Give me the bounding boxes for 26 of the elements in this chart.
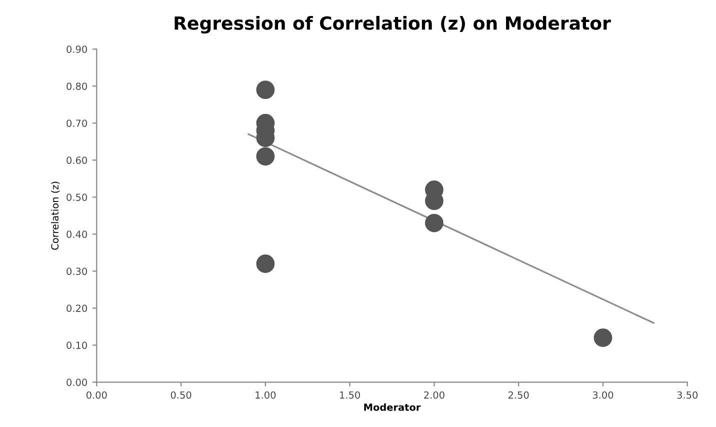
y-tick-label: 0.70 xyxy=(66,120,87,127)
x-tick-label: 1.50 xyxy=(340,391,360,399)
point xyxy=(425,214,444,232)
y-tick-label: 0.30 xyxy=(66,268,87,275)
x-tick-label: 2.50 xyxy=(508,391,529,399)
point xyxy=(594,328,612,347)
y-tick-label: 0.60 xyxy=(66,156,87,164)
x-tick-label: 0.00 xyxy=(86,391,107,399)
x-tick-label: 0.50 xyxy=(170,391,192,399)
x-axis-title: Moderator xyxy=(364,403,421,411)
y-tick-label: 0.50 xyxy=(66,194,87,201)
y-tick-label: 0.00 xyxy=(66,378,87,386)
point xyxy=(256,147,275,166)
y-tick-label: 0.20 xyxy=(66,304,87,312)
y-tick-label: 0.40 xyxy=(66,230,87,238)
y-tick-label: 0.80 xyxy=(66,82,87,90)
chart-title: Regression of Correlation (z) on Moderator xyxy=(174,16,611,34)
x-tick-label: 3.50 xyxy=(677,391,698,399)
x-tick-label: 3.00 xyxy=(592,391,614,399)
x-tick-label: 1.00 xyxy=(256,391,276,399)
y-tick-label: 0.10 xyxy=(66,342,87,349)
y-axis-title: Correlation (z) xyxy=(51,182,60,250)
point xyxy=(256,254,275,273)
y-tick-label: 0.90 xyxy=(66,46,87,53)
x-tick-label: 2.00 xyxy=(424,391,444,399)
point xyxy=(256,80,275,100)
